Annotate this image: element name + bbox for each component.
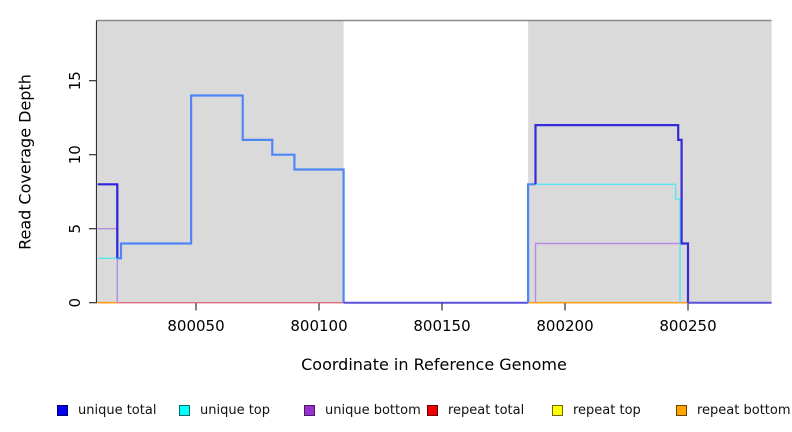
x-tick-label: 800250 xyxy=(659,317,716,335)
y-tick-label: 0 xyxy=(66,298,84,308)
legend-item-unique-bottom: unique bottom xyxy=(304,402,421,418)
legend-swatch-repeat-top xyxy=(552,404,563,416)
legend-item-unique-top: unique top xyxy=(179,402,270,418)
legend-label-repeat-total: repeat total xyxy=(448,402,525,418)
legend-item-repeat-total: repeat total xyxy=(427,402,524,418)
legend-label-unique-total: unique total xyxy=(78,402,157,418)
legend: unique total unique top unique bottom repea… xyxy=(0,402,792,422)
y-tick-label: 5 xyxy=(66,224,84,234)
segment-unique-total-left-plateau xyxy=(97,183,119,259)
legend-swatch-unique-total xyxy=(57,404,68,416)
y-axis-title: Read Coverage Depth xyxy=(15,74,35,250)
legend-item-repeat-bottom: repeat bottom xyxy=(676,402,791,418)
y-tick-label: 10 xyxy=(66,145,84,164)
segment-unique-top-right xyxy=(535,183,681,303)
segment-unique-total-right-plateau xyxy=(534,123,690,303)
legend-label-repeat-top: repeat top xyxy=(573,402,641,418)
legend-label-unique-bottom: unique bottom xyxy=(325,402,421,418)
segment-unique-total-right-rise xyxy=(526,183,536,303)
y-tick-label: 15 xyxy=(66,71,84,90)
legend-item-repeat-top: repeat top xyxy=(552,402,641,418)
legend-swatch-repeat-bottom xyxy=(676,404,687,416)
x-tick-label: 800200 xyxy=(536,317,593,335)
x-tick-label: 800100 xyxy=(290,317,347,335)
x-axis-title: Coordinate in Reference Genome xyxy=(301,355,567,374)
x-tick-label: 800050 xyxy=(167,317,224,335)
legend-swatch-unique-top xyxy=(179,404,190,416)
chart-canvas: 800050 800100 800150 800200 800250 0 5 10 15 xyxy=(66,19,772,335)
legend-swatch-unique-bottom xyxy=(304,404,315,416)
legend-item-unique-total: unique total xyxy=(57,402,156,418)
legend-label-repeat-bottom: repeat bottom xyxy=(697,402,791,418)
segment-unique-total-steps xyxy=(117,94,345,303)
legend-swatch-repeat-total xyxy=(427,404,438,416)
legend-label-unique-top: unique top xyxy=(200,402,271,418)
aligned-region-2 xyxy=(528,21,772,303)
x-tick-label: 800150 xyxy=(413,317,470,335)
aligned-region-1 xyxy=(97,21,344,303)
